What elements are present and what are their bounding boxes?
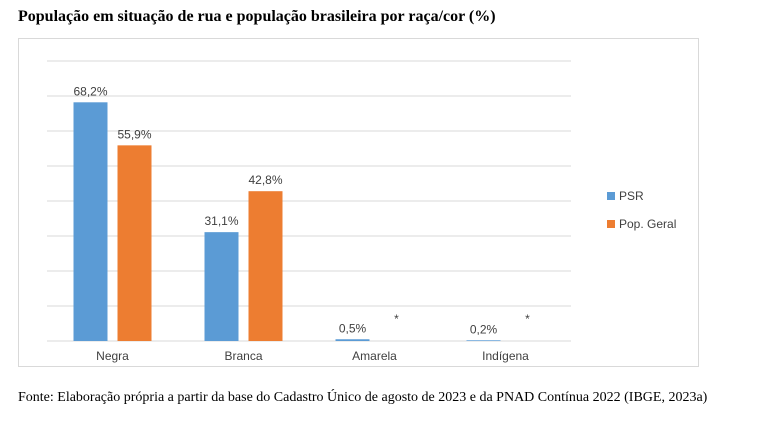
bar-pop-geral bbox=[248, 191, 283, 341]
bar-chart: 68,2% 55,9% Negra 31,1% 42,8% Branca 0,5% * Amar… bbox=[47, 60, 571, 363]
bar-psr bbox=[466, 340, 501, 341]
legend-swatch-psr bbox=[607, 192, 615, 200]
data-label-pop-geral: * bbox=[394, 312, 399, 326]
bar-pop-geral bbox=[117, 145, 152, 341]
category-label: Negra bbox=[96, 349, 129, 363]
legend-swatch-pop-geral bbox=[607, 220, 615, 228]
bar-psr bbox=[73, 102, 108, 341]
category-label: Indígena bbox=[482, 349, 529, 363]
data-label-pop-geral: 55,9% bbox=[117, 127, 151, 141]
category-label: Amarela bbox=[352, 349, 397, 363]
legend-label-psr: PSR bbox=[619, 189, 644, 203]
data-label-psr: 68,2% bbox=[73, 84, 107, 98]
legend-item-pop-geral: Pop. Geral bbox=[607, 215, 676, 233]
legend-label-pop-geral: Pop. Geral bbox=[619, 217, 677, 231]
bar-psr bbox=[335, 339, 370, 341]
bar-psr bbox=[204, 232, 239, 341]
chart-area: 68,2% 55,9% Negra 31,1% 42,8% Branca 0,5% * Amar… bbox=[18, 38, 699, 367]
source-note: Fonte: Elaboração própria a partir da ba… bbox=[18, 390, 708, 405]
legend: PSR Pop. Geral bbox=[607, 187, 676, 243]
data-label-pop-geral: * bbox=[525, 312, 530, 326]
chart-title: População em situação de rua e população… bbox=[18, 8, 496, 25]
data-label-psr: 0,5% bbox=[339, 321, 367, 335]
data-label-psr: 31,1% bbox=[204, 214, 238, 228]
legend-item-psr: PSR bbox=[607, 187, 676, 205]
data-label-psr: 0,2% bbox=[470, 322, 498, 336]
data-label-pop-geral: 42,8% bbox=[248, 173, 282, 187]
category-label: Branca bbox=[224, 349, 262, 363]
